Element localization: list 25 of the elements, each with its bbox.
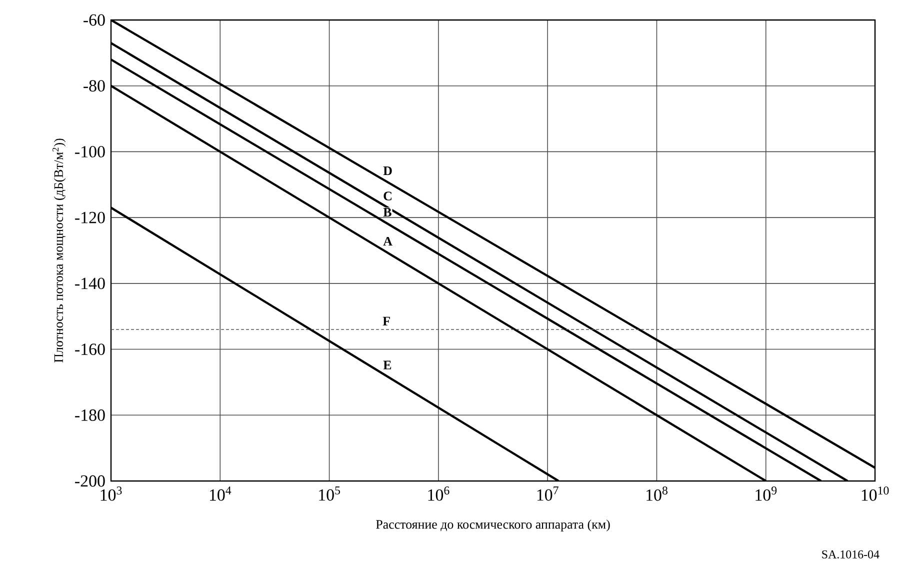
series-label: C [384, 192, 392, 200]
x-tick-label: 10$^{4}$ [210, 486, 232, 501]
y-tick-label: -120 [75, 212, 105, 224]
y-tick-label: -160 [75, 344, 105, 356]
series-label: A [383, 236, 392, 246]
y-tick-label: -100 [75, 146, 105, 158]
y-tick-label: -60 [84, 14, 105, 26]
y-tick-label: -180 [75, 409, 105, 421]
ref-line-label: F [382, 316, 390, 326]
x-axis-title: Расстояние до космического аппарата (км) [376, 520, 610, 532]
y-tick-label: -140 [75, 278, 105, 290]
series-label: E [383, 360, 392, 370]
x-tick-label: 10$^{7}$ [537, 486, 558, 501]
x-tick-label: 10$^{10}$ [862, 486, 889, 501]
x-tick-label: 10$^{3}$ [100, 486, 122, 501]
y-axis-title: Плотность потока мощности (дБ(Вт/м$^{2}$)) [52, 138, 66, 362]
x-tick-label: 10$^{5}$ [319, 486, 340, 501]
x-tick-label: 10$^{9}$ [756, 486, 777, 501]
x-tick-label: 10$^{8}$ [646, 486, 668, 501]
y-tick-label: -200 [75, 475, 105, 487]
x-tick-label: 10$^{6}$ [428, 486, 450, 501]
series-label: D [383, 166, 392, 176]
series-label: B [383, 208, 392, 217]
y-tick-label: -80 [84, 80, 105, 92]
text: SA.1016-04 [822, 550, 880, 558]
